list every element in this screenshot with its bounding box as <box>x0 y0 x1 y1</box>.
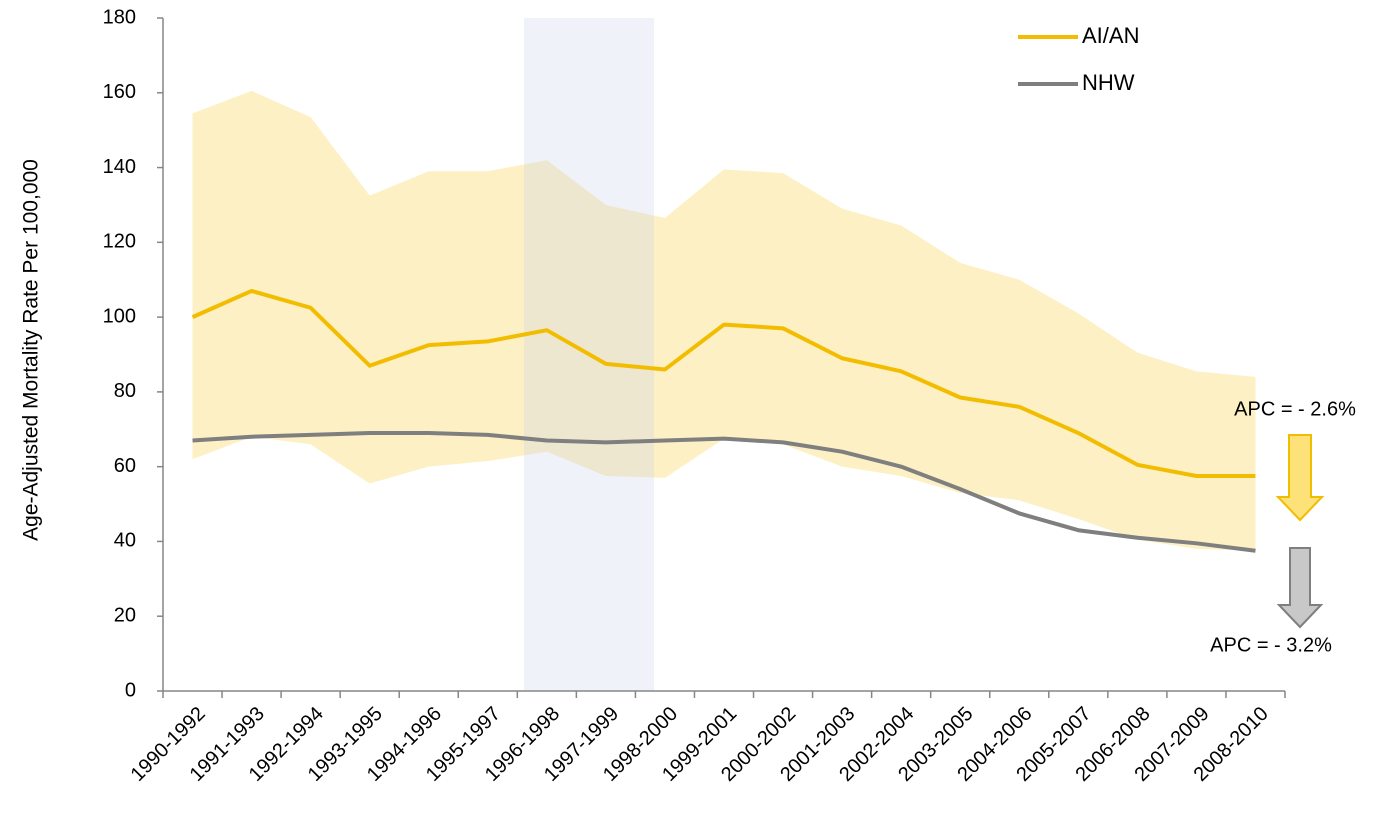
arrow-down <box>1275 434 1325 522</box>
arrow-down <box>1276 547 1324 629</box>
y-tick-label: 160 <box>103 81 136 103</box>
legend-label: AI/AN <box>1082 23 1139 48</box>
y-tick-label: 100 <box>103 305 136 327</box>
series-line <box>191 288 1256 479</box>
y-tick-label: 140 <box>103 156 136 178</box>
y-tick-label: 60 <box>114 455 136 477</box>
y-tick-label: 180 <box>103 6 136 28</box>
y-tick-label: 80 <box>114 380 136 402</box>
y-tick-label: 20 <box>114 605 136 627</box>
y-axis-label: Age-Adjusted Mortality Rate Per 100,000 <box>20 159 43 541</box>
annotation: APC = - 2.6% <box>1234 398 1356 420</box>
legend-label: NHW <box>1082 70 1135 95</box>
y-tick-label: 0 <box>125 679 136 701</box>
annotation: APC = - 3.2% <box>1210 634 1332 656</box>
series-line <box>192 431 1256 553</box>
y-tick-label: 40 <box>114 530 136 552</box>
confidence-band <box>192 90 1256 551</box>
y-tick-label: 120 <box>103 231 136 253</box>
